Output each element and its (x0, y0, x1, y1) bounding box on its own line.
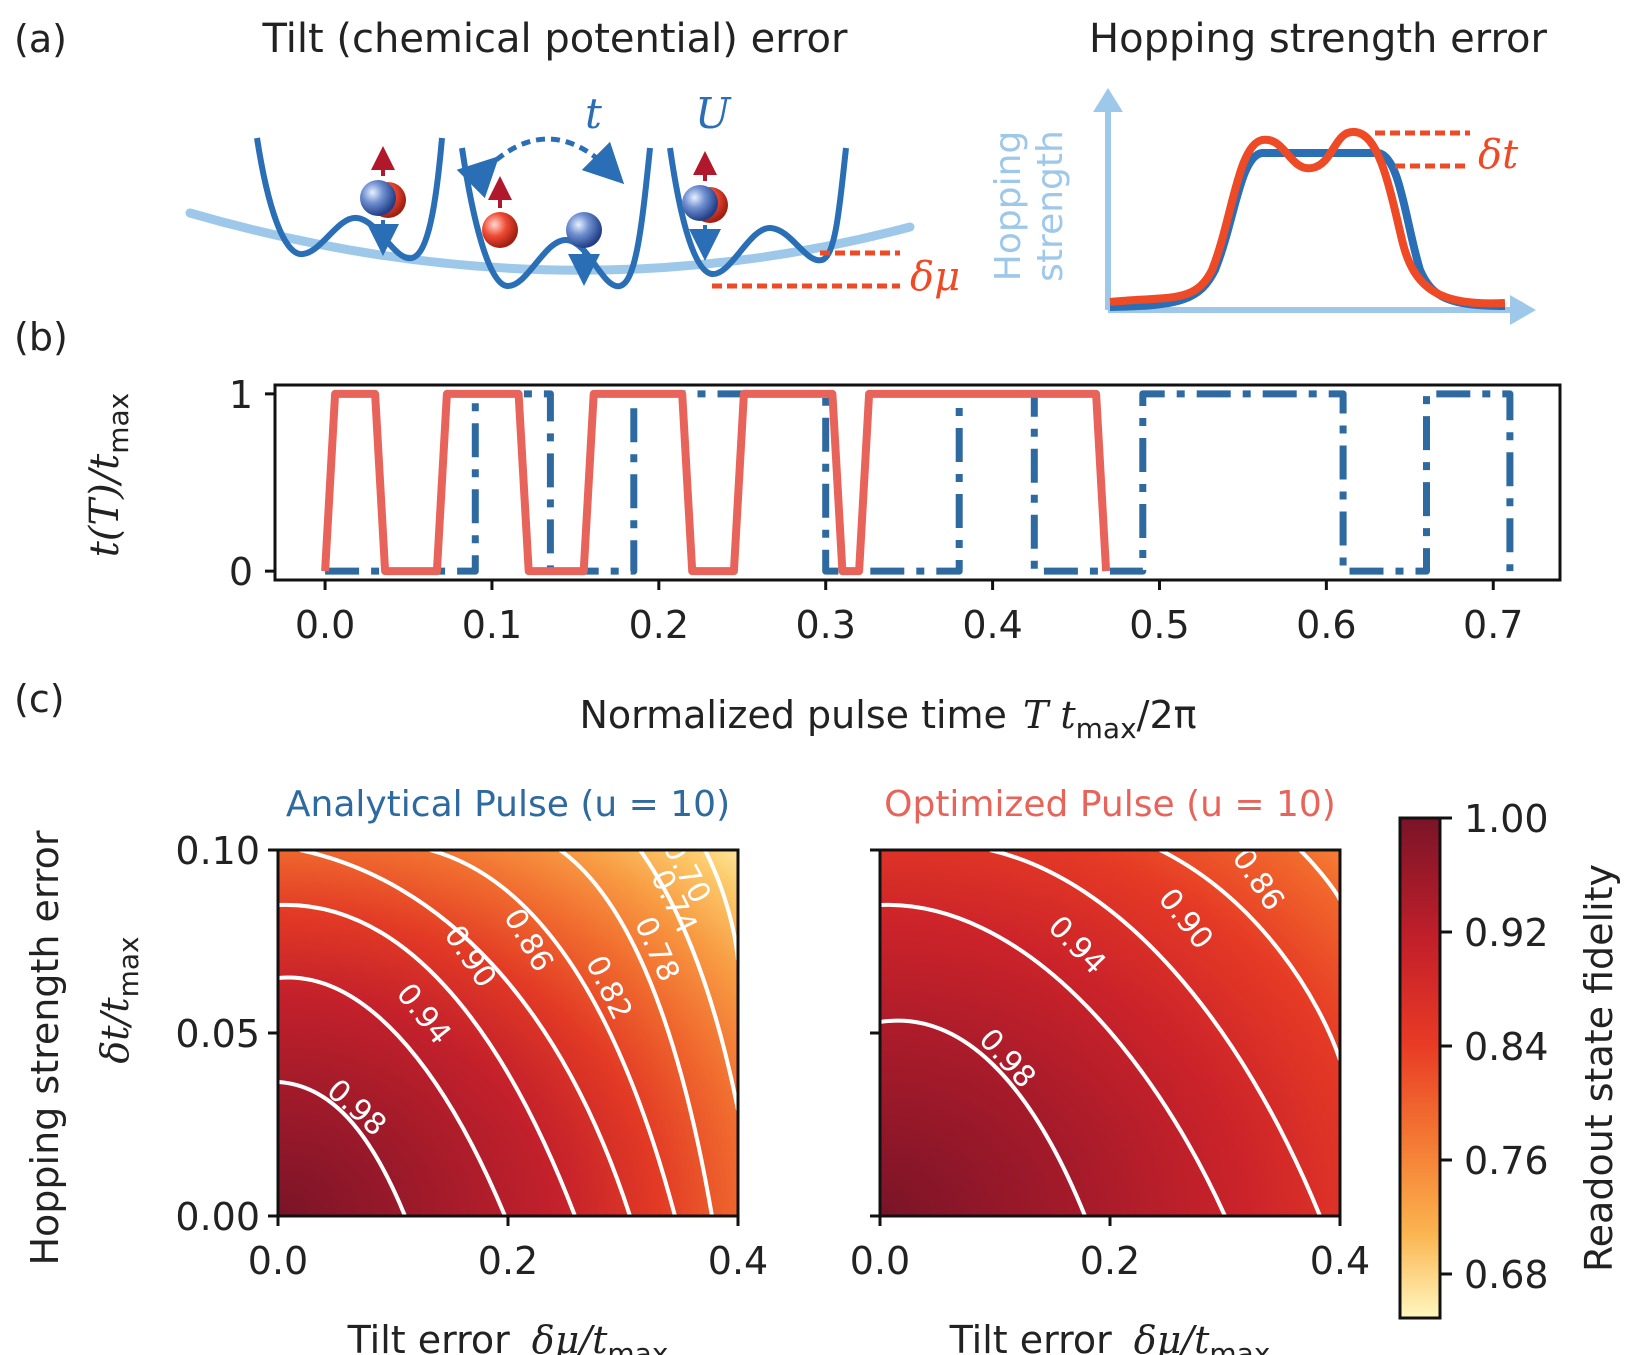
pulse-chart-ylabel: t(T)/tmax (82, 393, 135, 558)
x-tick-label: 0.7 (1463, 603, 1523, 647)
panel-c-label: (c) (14, 677, 65, 721)
hop-axis-label-line1: Hopping (988, 131, 1029, 281)
delta-mu-label: δμ (910, 254, 960, 300)
optimized-pulse-title: Optimized Pulse (u = 10) (884, 784, 1336, 825)
x-tick-label: 0.3 (795, 603, 855, 647)
y-tick-label: 0.05 (175, 1012, 260, 1056)
x-tick-label: 0.0 (850, 1239, 910, 1283)
lattice-illustration: t U δμ (185, 89, 960, 300)
contour-line (429, 850, 677, 1216)
colorbar-tick-label: 0.68 (1464, 1253, 1549, 1297)
double-well-1 (254, 137, 445, 262)
x-tick-label: 0.2 (478, 1239, 538, 1283)
x-tick-label: 0.2 (1080, 1239, 1140, 1283)
x-tick-label: 0.4 (1310, 1239, 1370, 1283)
atom-red (482, 212, 518, 248)
pulse-chart-xlabel: Normalized pulse time T tmax/2π (579, 693, 1196, 745)
x-tick-label: 0.2 (629, 603, 689, 647)
x-tick-label: 0.4 (962, 603, 1022, 647)
atom-blue (360, 180, 396, 216)
hopping-arrow (456, 136, 625, 199)
pulse-chart: 0.0 0.1 0.2 0.3 0.4 0.5 0.6 0.7 0 1 t(T)/tmax Nor… (82, 373, 1562, 745)
optimized-xlabel: Tilt error δμ/tmax (949, 1318, 1271, 1355)
ideal-pulse-curve (1109, 149, 1506, 311)
colorbar-label: Readout state fidelity (1577, 864, 1621, 1272)
tilt-curve (185, 208, 915, 275)
contour-line (278, 902, 577, 1216)
x-tick-label: 0.0 (248, 1239, 308, 1283)
y-tick-label: 1 (229, 373, 253, 417)
contour-line (989, 850, 1322, 1216)
contour-line (1159, 850, 1340, 1061)
contour-line (1298, 850, 1340, 901)
t-symbol: t (585, 89, 602, 138)
pulse-chart-frame (273, 383, 1562, 582)
hopping-error-title: Hopping strength error (1089, 16, 1547, 62)
x-tick-label: 0.6 (1296, 603, 1356, 647)
optimized-pulse-line (321, 389, 1111, 576)
x-tick-label: 0.1 (462, 603, 522, 647)
colorbar: 1.00 0.92 0.84 0.76 0.68 Readout state fidel… (1398, 797, 1621, 1320)
U-symbol: U (695, 89, 732, 138)
hop-x-arrowhead (1510, 295, 1536, 325)
perturbed-pulse-curve (1109, 128, 1506, 308)
x-tick-label: 0.4 (708, 1239, 768, 1283)
analytical-xlabel: Tilt error δμ/tmax (347, 1318, 669, 1355)
x-tick-label: 0.0 (295, 603, 355, 647)
contour-line (880, 1018, 1087, 1216)
contour-line (880, 902, 1227, 1216)
delta-t-label: δt (1478, 132, 1519, 178)
analytical-pulse-line (325, 390, 1514, 575)
hop-axis-label-line2: strength (1030, 130, 1071, 282)
y-tick-label: 0.10 (175, 829, 260, 873)
fidelity-outer-ylabel: Hopping strength error (23, 830, 67, 1265)
y-tick-label: 0 (229, 550, 253, 594)
double-well-2 (459, 147, 653, 290)
atom-blue (566, 212, 602, 248)
panel-a-label: (a) (14, 17, 67, 61)
colorbar-tick-label: 0.92 (1464, 911, 1549, 955)
contour-line (299, 850, 632, 1216)
analytical-heatmap: 0.980.940.900.860.820.780.740.70 0.0 0.2 0… (175, 829, 768, 1355)
x-tick-label: 0.5 (1129, 603, 1189, 647)
hopping-strength-illustration: Hopping strength δt (988, 88, 1536, 325)
hop-y-arrowhead (1093, 88, 1123, 112)
contour-line (278, 1080, 407, 1216)
colorbar-tick-label: 0.84 (1464, 1025, 1549, 1069)
contour-line (278, 975, 507, 1216)
fidelity-ylabel: δt/tmax (93, 936, 145, 1063)
colorbar-tick-label: 0.76 (1464, 1139, 1549, 1183)
panel-b-label: (b) (14, 315, 68, 359)
atom-blue (682, 185, 718, 221)
optimized-heatmap: 0.980.94 0.900.86 0.0 0.2 0.4 Tilt error δμ/… (850, 842, 1370, 1355)
contour-line (558, 850, 714, 1216)
contour-line (638, 850, 738, 1111)
tilt-error-title: Tilt (chemical potential) error (262, 16, 848, 62)
colorbar-gradient (1398, 816, 1442, 1320)
analytical-pulse-title: Analytical Pulse (u = 10) (286, 784, 730, 825)
analytical-heatmap-fill (278, 850, 738, 1216)
colorbar-tick-label: 1.00 (1464, 797, 1549, 841)
y-tick-label: 0.00 (175, 1195, 260, 1239)
